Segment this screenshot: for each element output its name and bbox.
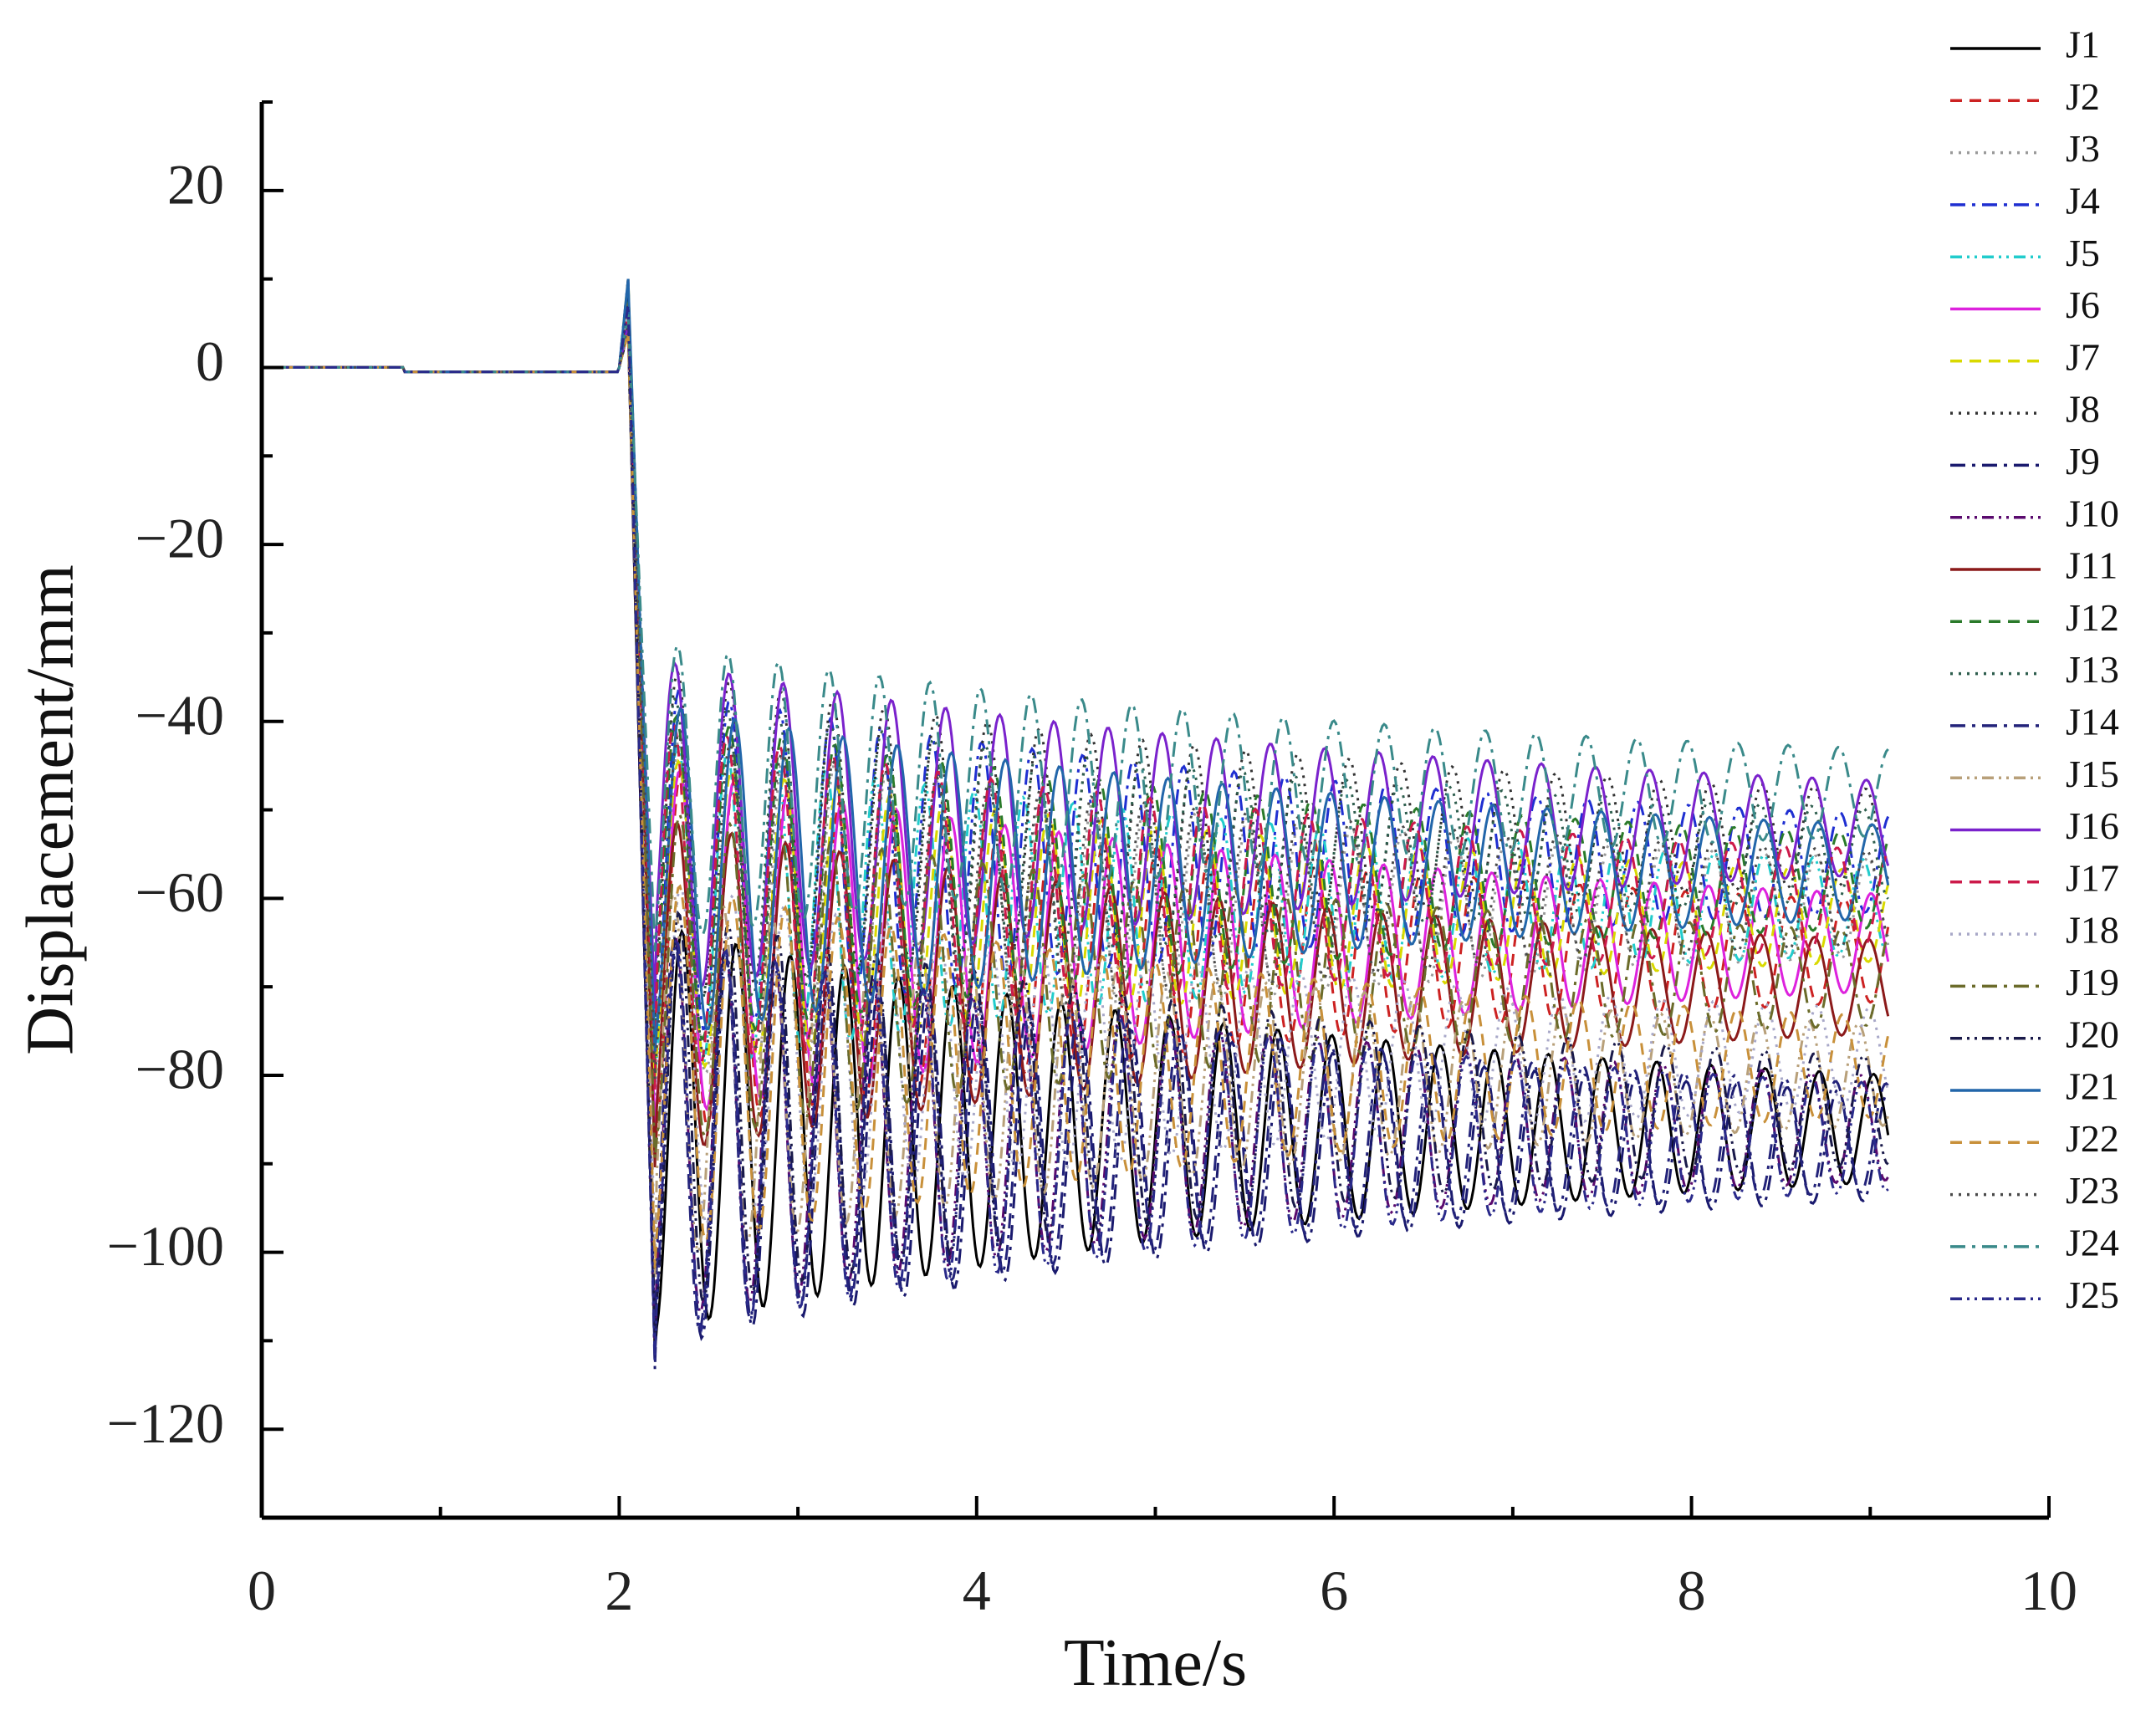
legend-entry-j23: J23 xyxy=(1950,1169,2119,1212)
legend-entry-j18: J18 xyxy=(1950,909,2119,952)
legend-entry-j5: J5 xyxy=(1950,232,2100,274)
legend-entry-j7: J7 xyxy=(1950,335,2100,378)
legend-entry-j6: J6 xyxy=(1950,283,2100,326)
legend-label: J24 xyxy=(2066,1221,2119,1263)
plot-area xyxy=(262,278,1890,1370)
legend-entry-j2: J2 xyxy=(1950,75,2100,118)
legend: J1 J2 J3 J4 J5 J6 J7 J8 J9 J10 J11 J12 J13 J14 J15 J16 J… xyxy=(1950,23,2119,1316)
legend-entry-j22: J22 xyxy=(1950,1117,2119,1160)
legend-entry-j3: J3 xyxy=(1950,127,2100,170)
legend-label: J20 xyxy=(2066,1013,2119,1055)
x-tick-label: 4 xyxy=(963,1559,991,1622)
x-tick-label: 10 xyxy=(2021,1559,2077,1622)
series-line-j23 xyxy=(262,323,1890,1080)
legend-entry-j12: J12 xyxy=(1950,596,2119,639)
legend-label: J16 xyxy=(2066,804,2119,847)
legend-entry-j8: J8 xyxy=(1950,388,2100,431)
y-axis-title: Displacement/mm xyxy=(13,564,87,1055)
legend-label: J19 xyxy=(2066,961,2119,1003)
legend-label: J23 xyxy=(2066,1169,2119,1212)
series-line-j1 xyxy=(262,331,1890,1352)
legend-label: J6 xyxy=(2066,283,2100,326)
legend-label: J17 xyxy=(2066,856,2119,899)
legend-entry-j17: J17 xyxy=(1950,856,2119,899)
legend-label: J4 xyxy=(2066,179,2100,222)
y-tick-label: −120 xyxy=(107,1391,224,1455)
legend-entry-j15: J15 xyxy=(1950,753,2119,795)
legend-entry-j9: J9 xyxy=(1950,440,2100,482)
legend-entry-j10: J10 xyxy=(1950,492,2119,534)
series-line-j14 xyxy=(262,278,1889,1360)
legend-label: J13 xyxy=(2066,648,2119,691)
legend-entry-j20: J20 xyxy=(1950,1013,2119,1055)
x-tick-label: 8 xyxy=(1678,1559,1706,1622)
y-tick-label: −20 xyxy=(135,507,224,570)
y-tick-label: 0 xyxy=(196,329,224,393)
legend-entry-j16: J16 xyxy=(1950,804,2119,847)
legend-label: J2 xyxy=(2066,75,2100,118)
x-tick-label: 2 xyxy=(605,1559,633,1622)
legend-label: J1 xyxy=(2066,23,2100,66)
legend-label: J15 xyxy=(2066,753,2119,795)
legend-entry-j19: J19 xyxy=(1950,961,2119,1003)
axes: 0 2 4 6 8 10 20 0 −20 −40 −60 −80 −100 −120 xyxy=(107,100,2077,1622)
y-tick-label: −60 xyxy=(135,860,224,924)
legend-entry-j11: J11 xyxy=(1950,544,2118,587)
legend-label: J8 xyxy=(2066,388,2100,431)
legend-entry-j14: J14 xyxy=(1950,700,2119,743)
series-line-j24 xyxy=(262,314,1889,952)
x-tick-label: 6 xyxy=(1320,1559,1348,1622)
legend-label: J5 xyxy=(2066,232,2100,274)
legend-label: J11 xyxy=(2066,544,2118,587)
x-tick-label: 0 xyxy=(248,1559,276,1622)
legend-label: J12 xyxy=(2066,596,2119,639)
series-line-j25 xyxy=(262,305,1889,1360)
legend-label: J9 xyxy=(2066,440,2100,482)
legend-label: J22 xyxy=(2066,1117,2119,1160)
legend-label: J25 xyxy=(2066,1274,2119,1316)
legend-entry-j13: J13 xyxy=(1950,648,2119,691)
legend-entry-j25: J25 xyxy=(1950,1274,2119,1316)
legend-label: J10 xyxy=(2066,492,2119,534)
series-line-j18 xyxy=(262,305,1890,1249)
legend-label: J21 xyxy=(2066,1065,2119,1108)
legend-entry-j21: J21 xyxy=(1950,1065,2119,1108)
series-line-j6 xyxy=(262,288,1890,1134)
y-tick-label: 20 xyxy=(167,152,224,216)
y-tick-label: −80 xyxy=(135,1038,224,1101)
y-tick-label: −40 xyxy=(135,683,224,747)
legend-label: J14 xyxy=(2066,700,2119,743)
legend-entry-j24: J24 xyxy=(1950,1221,2119,1263)
legend-label: J18 xyxy=(2066,909,2119,952)
legend-label: J3 xyxy=(2066,127,2100,170)
x-axis-title: Time/s xyxy=(1064,1626,1247,1700)
legend-entry-j4: J4 xyxy=(1950,179,2100,222)
legend-label: J7 xyxy=(2066,335,2100,378)
series-line-j11 xyxy=(262,305,1890,1168)
series-line-j19 xyxy=(262,296,1890,1159)
legend-entry-j1: J1 xyxy=(1950,23,2100,66)
y-tick-label: −100 xyxy=(107,1214,224,1278)
